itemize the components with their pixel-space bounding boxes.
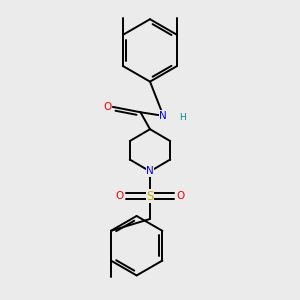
Text: N: N (160, 111, 167, 121)
Text: O: O (176, 191, 184, 201)
Text: N: N (146, 167, 154, 176)
Text: O: O (116, 191, 124, 201)
Text: H: H (179, 113, 185, 122)
Text: O: O (103, 102, 112, 112)
Text: S: S (146, 190, 154, 202)
